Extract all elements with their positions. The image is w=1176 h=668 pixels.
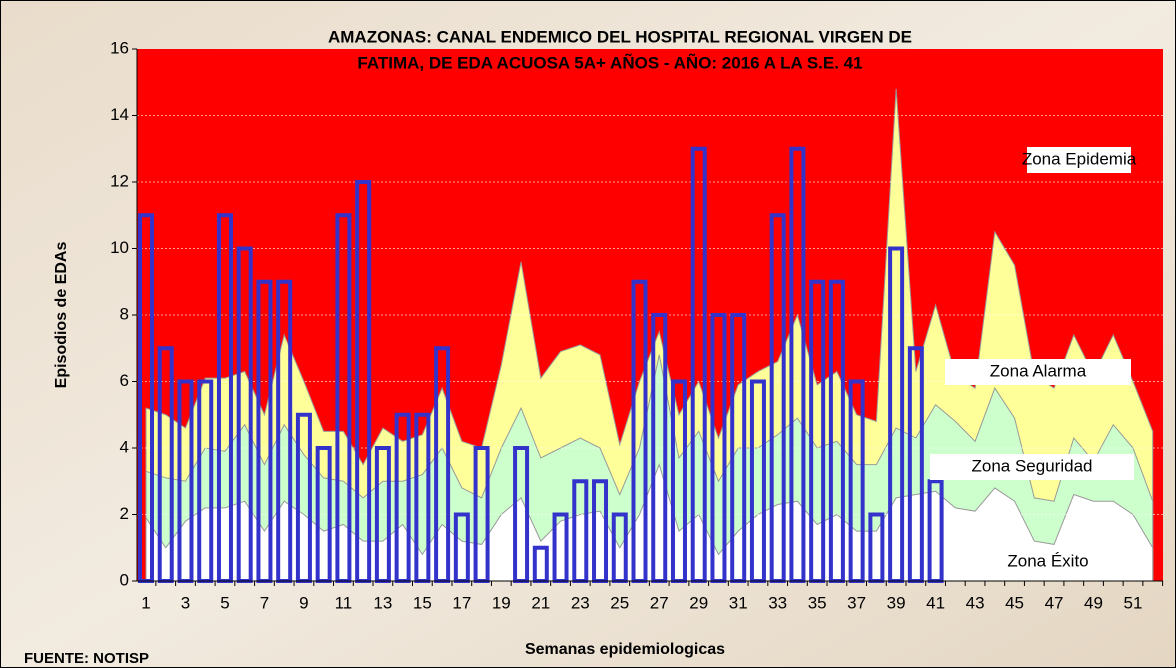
x-tick-label: 9 bbox=[299, 593, 308, 612]
x-tick-label: 11 bbox=[335, 593, 353, 612]
zone-label: Zona Seguridad bbox=[972, 456, 1093, 475]
y-tick-label: 6 bbox=[120, 371, 129, 390]
y-axis-title: Episodios de EDAs bbox=[53, 242, 70, 389]
x-tick-label: 33 bbox=[768, 593, 787, 612]
x-tick-label: 39 bbox=[887, 593, 906, 612]
x-tick-label: 15 bbox=[413, 593, 432, 612]
y-tick-label: 14 bbox=[110, 105, 129, 124]
x-tick-label: 1 bbox=[141, 593, 150, 612]
y-tick-label: 8 bbox=[120, 304, 129, 323]
x-tick-label: 3 bbox=[181, 593, 190, 612]
x-tick-label: 51 bbox=[1124, 593, 1143, 612]
x-tick-label: 27 bbox=[650, 593, 669, 612]
x-tick-label: 29 bbox=[689, 593, 708, 612]
x-axis-title: Semanas epidemiologicas bbox=[525, 641, 725, 658]
zone-label-box bbox=[930, 454, 1134, 480]
zone-label: Zona Éxito bbox=[1007, 551, 1088, 570]
x-tick-label: 43 bbox=[966, 593, 985, 612]
y-tick-label: 0 bbox=[120, 570, 129, 589]
source: FUENTE: NOTISP bbox=[24, 650, 149, 667]
y-tick-label: 2 bbox=[120, 504, 129, 523]
x-tick-label: 17 bbox=[452, 593, 471, 612]
x-tick-label: 45 bbox=[1005, 593, 1024, 612]
x-tick-label: 23 bbox=[571, 593, 590, 612]
x-tick-label: 5 bbox=[220, 593, 229, 612]
x-tick-label: 19 bbox=[492, 593, 511, 612]
x-tick-label: 35 bbox=[808, 593, 827, 612]
x-tick-label: 49 bbox=[1084, 593, 1103, 612]
x-tick-label: 47 bbox=[1045, 593, 1064, 612]
chart-title: FATIMA, DE EDA ACUOSA 5A+ AÑOS - AÑO: 20… bbox=[357, 52, 862, 72]
y-tick-label: 12 bbox=[110, 171, 129, 190]
chart-title: AMAZONAS: CANAL ENDEMICO DEL HOSPITAL RE… bbox=[328, 27, 912, 46]
x-tick-label: 13 bbox=[373, 593, 392, 612]
y-tick-label: 4 bbox=[120, 437, 129, 456]
zone-label: Zona Epidemia bbox=[1022, 149, 1137, 168]
x-tick-label: 41 bbox=[926, 593, 945, 612]
zone-label: Zona Alarma bbox=[990, 361, 1087, 380]
x-tick-label: 37 bbox=[847, 593, 866, 612]
y-tick-label: 10 bbox=[110, 238, 129, 257]
overlay: AMAZONAS: CANAL ENDEMICO DEL HOSPITAL RE… bbox=[24, 27, 1137, 666]
y-tick-label: 16 bbox=[110, 38, 129, 57]
zone-label-box bbox=[945, 359, 1131, 385]
zone-label-box bbox=[1027, 147, 1131, 173]
x-tick-label: 7 bbox=[260, 593, 269, 612]
x-tick-label: 21 bbox=[531, 593, 550, 612]
x-tick-label: 31 bbox=[729, 593, 748, 612]
x-tick-label: 25 bbox=[610, 593, 629, 612]
